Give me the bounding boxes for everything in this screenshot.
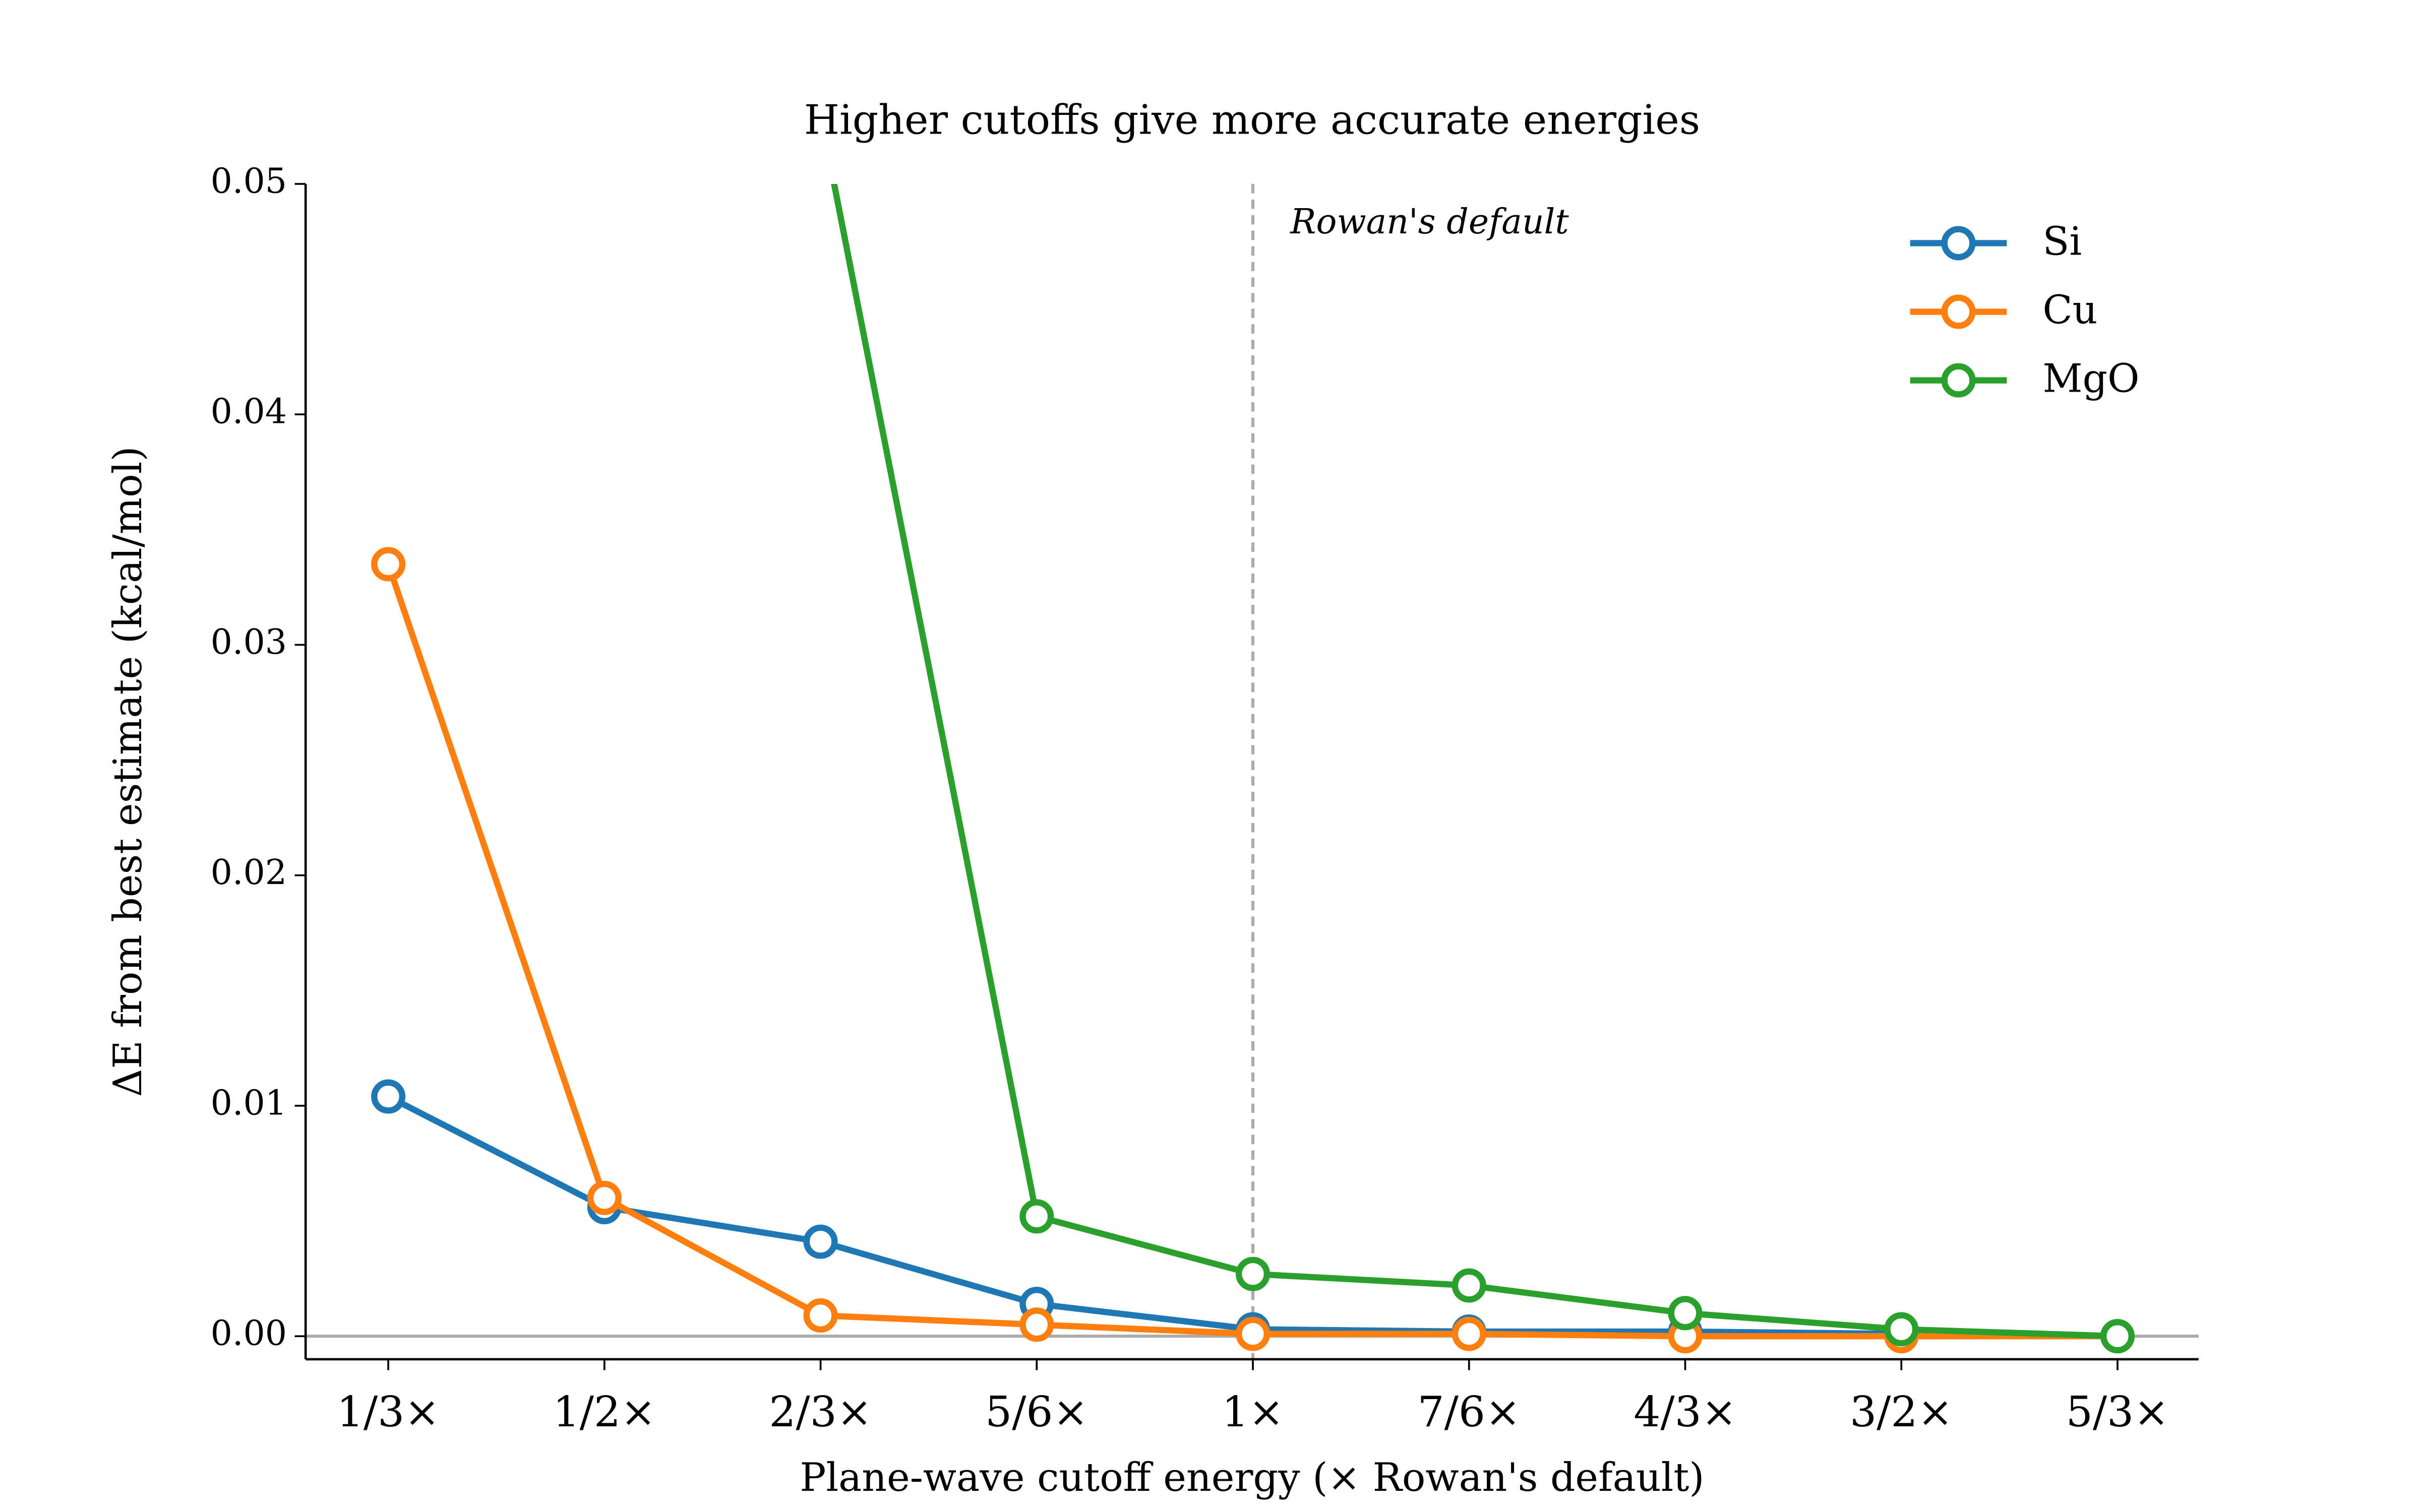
legend-label: MgO [2043, 356, 2140, 402]
reference-label: Rowan's default [1289, 202, 1569, 242]
legend-marker [1941, 363, 1976, 398]
data-point [1236, 1316, 1270, 1351]
data-point [371, 547, 406, 582]
x-axis-label: Plane-wave cutoff energy (× Rowan's defa… [800, 1455, 1704, 1500]
data-point [803, 1224, 838, 1259]
x-tick-label: 3/2× [1850, 1387, 1953, 1436]
data-point [2100, 1319, 2135, 1354]
data-point [1884, 1312, 1919, 1347]
x-tick-label: 1× [1222, 1387, 1284, 1436]
plot-area [371, 183, 2135, 1354]
x-tick-label: 7/6× [1418, 1387, 1521, 1436]
x-tick-label: 4/3× [1634, 1387, 1736, 1436]
y-tick-label: 0.00 [211, 1314, 287, 1354]
data-point [803, 1298, 838, 1333]
data-point [1236, 1256, 1270, 1291]
x-tick-label: 5/6× [985, 1387, 1088, 1436]
y-tick-label: 0.03 [211, 622, 287, 662]
legend-label: Cu [2043, 288, 2098, 333]
data-point [1019, 1307, 1054, 1342]
data-point [371, 1079, 406, 1114]
data-point [587, 1180, 622, 1215]
y-tick-label: 0.04 [211, 392, 287, 432]
x-tick-label: 1/2× [553, 1387, 656, 1436]
y-tick-label: 0.05 [211, 161, 287, 201]
legend-marker [1941, 294, 1976, 329]
data-point [1668, 1296, 1703, 1331]
x-tick-label: 5/3× [2066, 1387, 2169, 1436]
data-point [1451, 1316, 1486, 1351]
legend-marker [1941, 226, 1976, 261]
legend-label: Si [2043, 219, 2082, 265]
data-point [1451, 1268, 1486, 1303]
y-axis-label: ΔE from best estimate (kcal/mol) [105, 446, 151, 1097]
data-point [1019, 1199, 1054, 1234]
y-tick-label: 0.01 [211, 1083, 287, 1123]
y-tick-label: 0.02 [211, 853, 287, 893]
chart-title: Higher cutoffs give more accurate energi… [804, 96, 1700, 143]
x-tick-label: 1/3× [337, 1387, 440, 1436]
x-tick-label: 2/3× [769, 1387, 872, 1436]
